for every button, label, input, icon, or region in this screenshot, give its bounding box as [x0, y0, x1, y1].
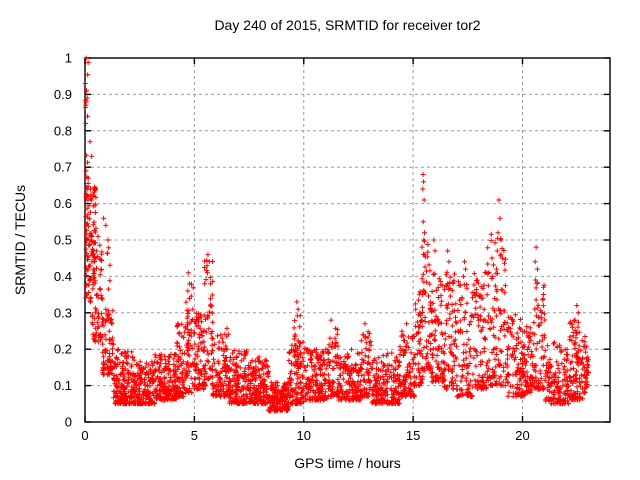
svg-text:0.7: 0.7 — [54, 160, 72, 175]
svg-text:10: 10 — [297, 428, 311, 443]
x-axis-label: GPS time / hours — [294, 455, 401, 471]
svg-text:0.9: 0.9 — [54, 87, 72, 102]
svg-text:0.3: 0.3 — [54, 305, 72, 320]
grid-lines — [85, 58, 610, 422]
tick-labels: 00.10.20.30.40.50.60.70.80.910 5 10 15 20 — [54, 51, 530, 444]
svg-text:0: 0 — [81, 428, 88, 443]
svg-text:15: 15 — [406, 428, 420, 443]
chart-title: Day 240 of 2015, SRMTID for receiver tor… — [214, 17, 481, 33]
svg-text:20: 20 — [515, 428, 529, 443]
plot-border — [84, 57, 611, 423]
svg-text:0.4: 0.4 — [54, 269, 72, 284]
svg-text:0.1: 0.1 — [54, 378, 72, 393]
svg-text:0: 0 — [65, 415, 72, 430]
svg-text:0.5: 0.5 — [54, 233, 72, 248]
svg-text:1: 1 — [65, 51, 72, 66]
svg-text:0.6: 0.6 — [54, 196, 72, 211]
scatter-points — [82, 55, 591, 414]
svg-text:5: 5 — [191, 428, 198, 443]
svg-text:0.2: 0.2 — [54, 342, 72, 357]
svg-text:0.8: 0.8 — [54, 123, 72, 138]
